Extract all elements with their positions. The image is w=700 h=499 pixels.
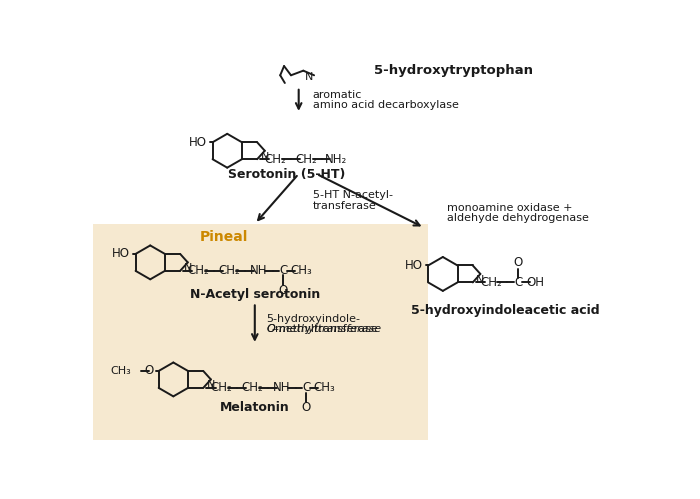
Text: Pineal: Pineal <box>199 230 248 244</box>
Text: NH: NH <box>250 264 267 277</box>
Text: O: O <box>266 324 275 334</box>
Text: HO: HO <box>405 259 423 272</box>
Text: OH: OH <box>526 276 544 289</box>
Text: N: N <box>260 152 269 162</box>
Text: N: N <box>183 263 192 273</box>
Text: CH₂: CH₂ <box>211 381 232 394</box>
Text: N: N <box>304 72 313 82</box>
Text: CH₂: CH₂ <box>188 264 209 277</box>
Text: CH₂: CH₂ <box>241 381 263 394</box>
Text: amino acid decarboxylase: amino acid decarboxylase <box>312 99 458 110</box>
Text: 5-hydroxytryptophan: 5-hydroxytryptophan <box>374 64 533 77</box>
Text: aromatic: aromatic <box>312 90 362 100</box>
Text: HO: HO <box>112 248 130 260</box>
Text: CH₃: CH₃ <box>314 381 335 394</box>
Text: C: C <box>302 381 311 394</box>
Text: CH₃: CH₃ <box>290 264 312 277</box>
Text: C: C <box>279 264 288 277</box>
Text: O: O <box>302 401 311 415</box>
Text: 5-hydroxyindole-: 5-hydroxyindole- <box>266 313 360 323</box>
Text: C: C <box>514 276 522 289</box>
Bar <box>93 224 428 440</box>
Text: N-Acetyl serotonin: N-Acetyl serotonin <box>190 288 320 301</box>
Text: N: N <box>206 380 215 390</box>
Text: O: O <box>144 364 153 377</box>
Text: O-methyltransferase: O-methyltransferase <box>266 324 382 334</box>
Text: 5-HT Ν-acetyl-: 5-HT Ν-acetyl- <box>312 191 393 201</box>
Text: NH: NH <box>273 381 290 394</box>
Text: CH₂: CH₂ <box>295 153 317 166</box>
Text: monoamine oxidase +: monoamine oxidase + <box>447 203 573 213</box>
Text: NH₂: NH₂ <box>325 153 346 166</box>
Text: Serotonin (5-HT): Serotonin (5-HT) <box>228 168 346 181</box>
Text: CH₃: CH₃ <box>111 366 132 376</box>
Text: O: O <box>514 256 523 269</box>
Text: aldehyde dehydrogenase: aldehyde dehydrogenase <box>447 213 589 223</box>
Text: O: O <box>279 284 288 297</box>
Text: 5-hydroxyindoleacetic acid: 5-hydroxyindoleacetic acid <box>411 303 599 317</box>
Text: N: N <box>476 275 484 285</box>
Text: -methyltransferase: -methyltransferase <box>272 324 379 334</box>
Text: CH₂: CH₂ <box>218 264 240 277</box>
Text: CH₂: CH₂ <box>265 153 286 166</box>
Text: Melatonin: Melatonin <box>220 401 290 415</box>
Text: transferase: transferase <box>312 201 377 211</box>
Text: CH₂: CH₂ <box>480 276 502 289</box>
Text: HO: HO <box>189 136 207 149</box>
